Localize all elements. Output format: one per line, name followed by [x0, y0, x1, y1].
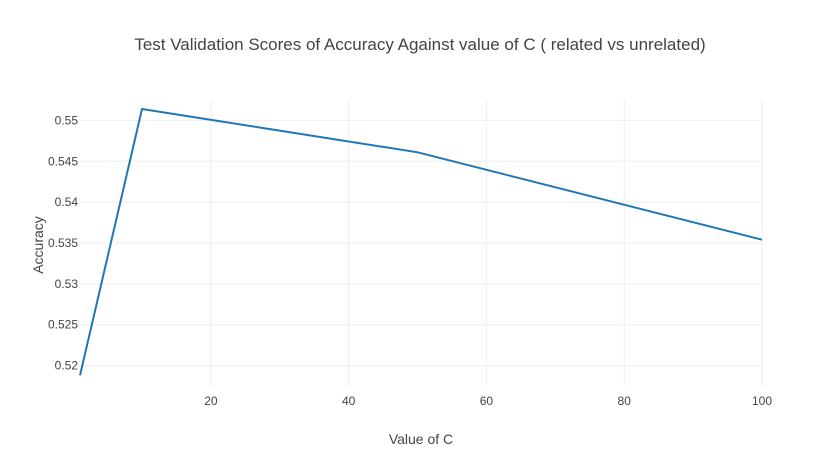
y-axis-ticks: 0.52 0.525 0.53 0.535 0.54 0.545 0.55 — [48, 113, 78, 372]
y-axis-title: Accuracy — [30, 216, 46, 274]
y-tick-label: 0.535 — [48, 236, 78, 250]
y-tick-label: 0.52 — [55, 359, 79, 373]
y-tick-label: 0.525 — [48, 318, 78, 332]
x-tick-label: 80 — [618, 394, 632, 408]
x-tick-label: 100 — [752, 394, 772, 408]
x-axis-title: Value of C — [389, 431, 453, 447]
y-tick-label: 0.54 — [55, 195, 79, 209]
x-axis-ticks: 20 40 60 80 100 — [204, 394, 772, 408]
x-tick-label: 40 — [342, 394, 356, 408]
series-line — [79, 107, 763, 376]
y-tick-label: 0.55 — [55, 113, 79, 127]
x-tick-label: 20 — [204, 394, 218, 408]
chart-title: Test Validation Scores of Accuracy Again… — [134, 35, 705, 54]
x-tick-label: 60 — [480, 394, 494, 408]
series-layer — [79, 107, 763, 376]
y-tick-label: 0.53 — [55, 277, 79, 291]
grid — [80, 100, 763, 386]
y-tick-label: 0.545 — [48, 154, 78, 168]
